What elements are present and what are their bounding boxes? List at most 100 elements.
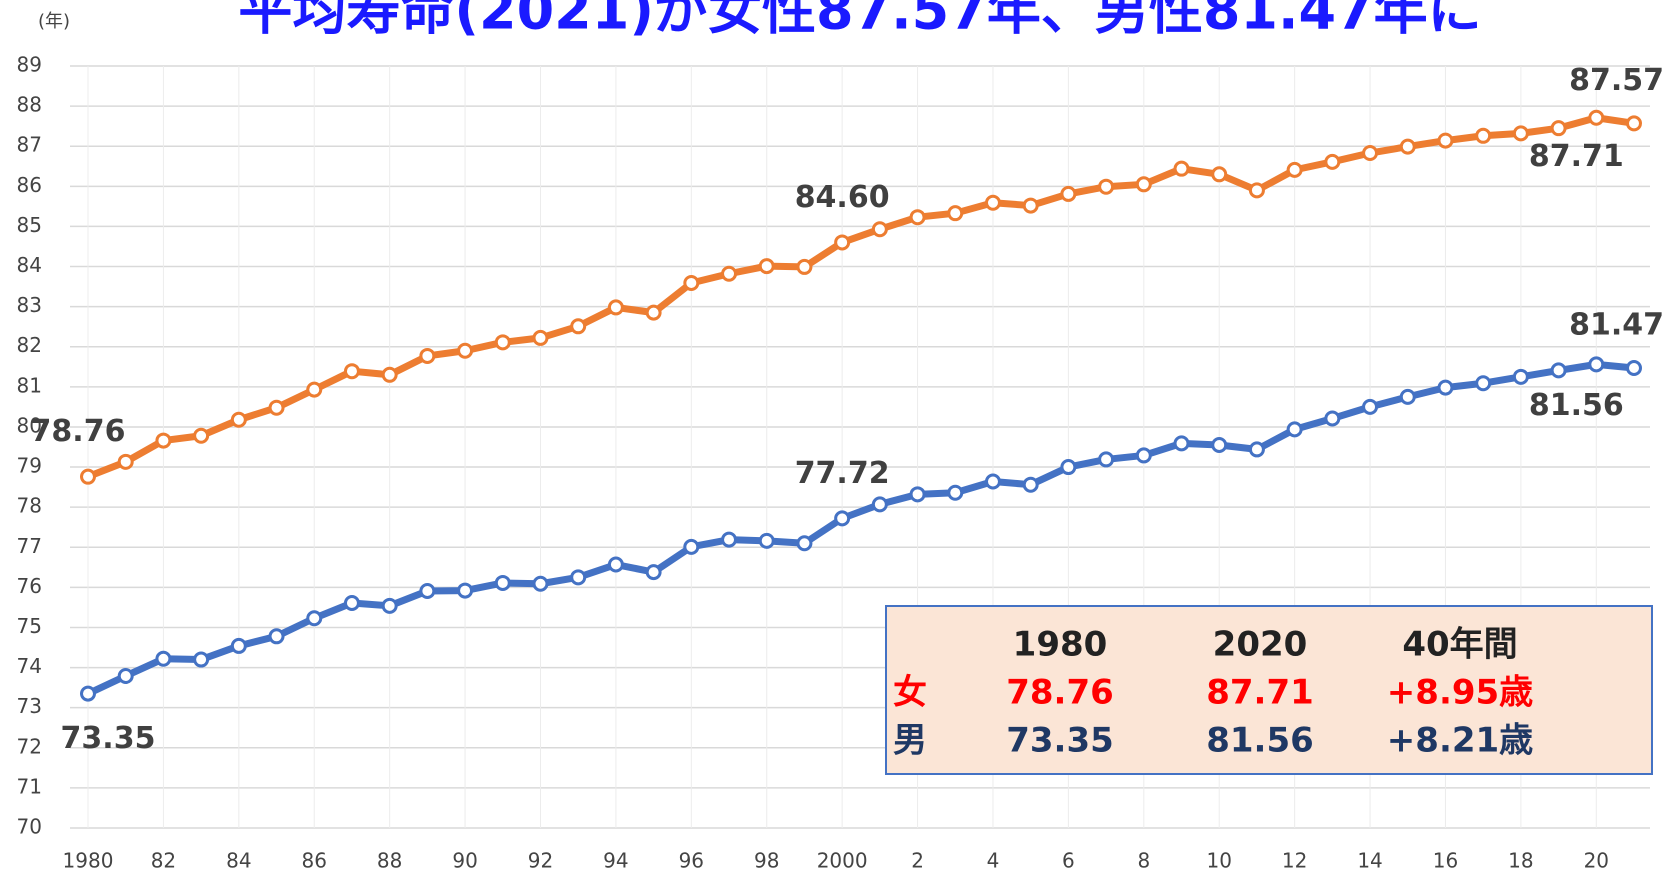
point — [1399, 388, 1416, 405]
table-header: 1980 — [1013, 625, 1108, 665]
y-tick-label: 81 — [17, 373, 42, 397]
y-tick-label: 87 — [17, 133, 42, 157]
point — [230, 637, 247, 654]
point — [1588, 109, 1605, 126]
x-tick-label: 14 — [1357, 849, 1382, 873]
y-tick-label: 83 — [17, 293, 42, 317]
point — [306, 381, 323, 398]
x-tick-label: 12 — [1282, 849, 1307, 873]
point — [947, 484, 964, 501]
table-cell: 78.76 — [1006, 673, 1114, 713]
point — [343, 595, 360, 612]
point — [532, 575, 549, 592]
point — [796, 535, 813, 552]
y-tick-label: 88 — [17, 93, 42, 117]
point — [1550, 362, 1567, 379]
y-tick-label: 72 — [17, 734, 42, 758]
y-tick-label: 73 — [17, 694, 42, 718]
x-tick-label: 94 — [603, 849, 628, 873]
x-tick-label: 2 — [911, 849, 924, 873]
point — [1060, 185, 1077, 202]
point — [1173, 160, 1190, 177]
point — [1588, 356, 1605, 373]
point — [1626, 115, 1642, 132]
point — [645, 564, 662, 581]
y-tick-label: 89 — [17, 53, 42, 77]
point — [457, 582, 474, 599]
point — [343, 363, 360, 380]
point — [1135, 447, 1152, 464]
point — [871, 496, 888, 513]
table-cell: +8.95歳 — [1387, 673, 1533, 713]
y-tick-label: 70 — [17, 815, 42, 839]
point — [1437, 379, 1454, 396]
point — [1022, 197, 1039, 214]
data-label: 84.60 — [795, 180, 890, 215]
point — [155, 650, 172, 667]
point — [268, 399, 285, 416]
point — [758, 532, 775, 549]
y-tick-label: 78 — [17, 494, 42, 518]
point — [1324, 153, 1341, 170]
point — [721, 531, 738, 548]
point — [570, 318, 587, 335]
table-header: 2020 — [1213, 625, 1308, 665]
point — [721, 265, 738, 282]
x-tick-label: 96 — [679, 849, 704, 873]
data-label: 77.72 — [795, 456, 890, 491]
y-axis-label: (年) — [38, 11, 70, 32]
point — [1098, 178, 1115, 195]
point — [1512, 125, 1529, 142]
y-tick-label: 85 — [17, 213, 42, 237]
point — [494, 574, 511, 591]
x-tick-label: 2000 — [817, 849, 868, 873]
x-tick-label: 4 — [987, 849, 1000, 873]
data-label: 78.76 — [31, 414, 126, 449]
table-header: 40年間 — [1402, 625, 1517, 665]
point — [1437, 132, 1454, 149]
y-tick-label: 76 — [17, 574, 42, 598]
x-tick-label: 90 — [452, 849, 477, 873]
point — [834, 510, 851, 527]
point — [1211, 436, 1228, 453]
point — [381, 597, 398, 614]
point — [117, 453, 134, 470]
point — [1475, 127, 1492, 144]
point — [1286, 161, 1303, 178]
x-tick-label: 1980 — [63, 849, 114, 873]
data-label: 87.57 — [1569, 63, 1664, 98]
series-line — [86, 114, 1635, 480]
point — [683, 538, 700, 555]
x-tick-label: 10 — [1206, 849, 1231, 873]
x-tick-label: 20 — [1584, 849, 1609, 873]
point — [80, 468, 96, 485]
summary-box — [885, 605, 1653, 775]
point — [758, 258, 775, 275]
data-label: 81.56 — [1529, 388, 1624, 423]
data-label: 81.47 — [1569, 307, 1664, 342]
table-cell: 73.35 — [1006, 721, 1114, 761]
point — [1248, 182, 1265, 199]
x-tick-label: 8 — [1137, 849, 1150, 873]
y-tick-label: 71 — [17, 774, 42, 798]
table-cell: 87.71 — [1206, 673, 1314, 713]
point — [457, 342, 474, 359]
point — [268, 628, 285, 645]
point — [1022, 476, 1039, 493]
table-cell: +8.21歳 — [1387, 721, 1533, 761]
point — [909, 209, 926, 226]
data-label: 87.71 — [1529, 139, 1624, 174]
point — [1173, 435, 1190, 452]
point — [796, 258, 813, 275]
point — [570, 569, 587, 586]
point — [419, 582, 436, 599]
point — [834, 234, 851, 251]
point — [1362, 145, 1379, 162]
y-tick-label: 77 — [17, 534, 42, 558]
point — [1362, 398, 1379, 415]
point — [80, 685, 96, 702]
x-tick-label: 86 — [302, 849, 327, 873]
point — [607, 556, 624, 573]
point — [1098, 451, 1115, 468]
